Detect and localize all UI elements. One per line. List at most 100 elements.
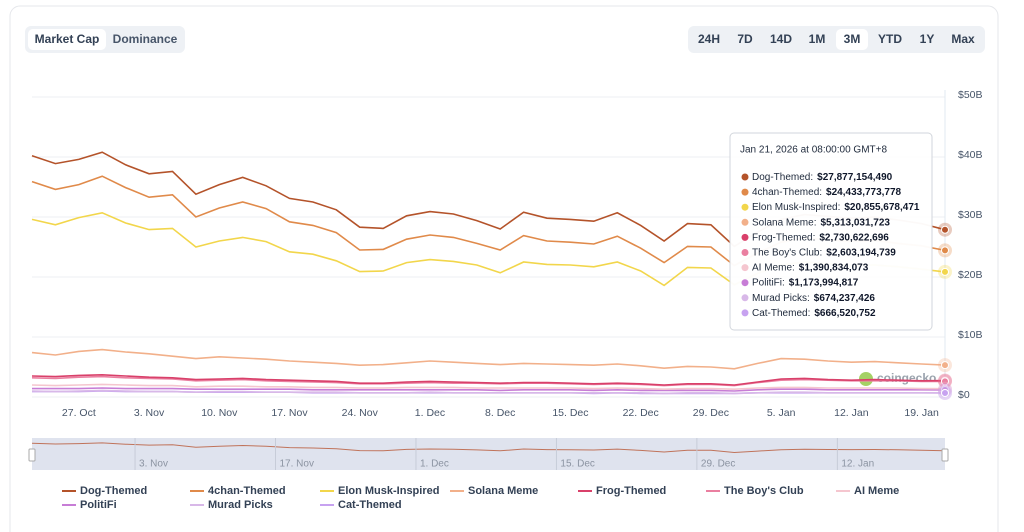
- legend-item[interactable]: AI Meme: [836, 485, 899, 497]
- tooltip-value: $24,433,773,778: [826, 187, 902, 198]
- tooltip: Jan 21, 2026 at 08:00:00 GMT+8 Dog-Themed…: [729, 132, 933, 331]
- tooltip-value: $27,877,154,490: [817, 172, 893, 183]
- tooltip-value: $1,173,994,817: [789, 277, 859, 288]
- tooltip-row: 4chan-Themed: $24,433,773,778: [752, 187, 902, 198]
- tooltip-label: Frog-Themed:: [752, 232, 815, 243]
- tooltip-label: Solana Meme:: [752, 217, 816, 228]
- legend-item[interactable]: Dog-Themed: [62, 485, 147, 497]
- tooltip-label: PolitiFi:: [752, 277, 785, 288]
- x-tick-label: 12. Jan: [834, 407, 869, 419]
- tooltip-dot: [741, 309, 749, 317]
- point-marker: [941, 246, 949, 255]
- toggle-button[interactable]: Dominance: [113, 32, 178, 46]
- tooltip-row: PolitiFi: $1,173,994,817: [752, 277, 859, 288]
- tooltip-box: [729, 132, 933, 331]
- x-tick-label: 8. Dec: [485, 407, 515, 419]
- y-tick-label: $20B: [958, 269, 983, 281]
- range-button[interactable]: 24H: [698, 32, 720, 46]
- tooltip-value: $2,730,622,696: [819, 232, 889, 243]
- tooltip-value: $674,237,426: [814, 292, 876, 303]
- legend-label: 4chan-Themed: [208, 485, 286, 497]
- legend-label: Cat-Themed: [338, 499, 402, 511]
- legend-item[interactable]: Murad Picks: [190, 499, 273, 511]
- legend-item[interactable]: The Boy's Club: [706, 485, 804, 497]
- legend-item[interactable]: PolitiFi: [62, 499, 117, 511]
- x-tick-label: 1. Dec: [415, 407, 445, 419]
- range-button[interactable]: 1Y: [920, 32, 935, 46]
- tooltip-label: Elon Musk-Inspired:: [752, 202, 840, 213]
- legend-label: PolitiFi: [80, 499, 117, 511]
- navigator-handle[interactable]: [28, 448, 36, 462]
- legend-item[interactable]: Elon Musk-Inspired: [320, 485, 439, 497]
- x-tick-label: 29. Dec: [693, 407, 729, 419]
- x-tick-label: 19. Jan: [904, 407, 939, 419]
- point-marker: [941, 225, 949, 234]
- legend-label: AI Meme: [854, 485, 899, 497]
- tooltip-label: Cat-Themed:: [752, 308, 810, 319]
- navigator-label: 15. Dec: [560, 459, 594, 470]
- navigator[interactable]: [32, 438, 945, 470]
- tooltip-dot: [741, 294, 749, 302]
- range-active: [836, 29, 868, 50]
- watermark-logo: [859, 372, 873, 386]
- tooltip-row: AI Meme: $1,390,834,073: [752, 262, 869, 273]
- tooltip-row: Frog-Themed: $2,730,622,696: [752, 232, 889, 243]
- x-tick-label: 5. Jan: [767, 407, 796, 419]
- legend-label: Murad Picks: [208, 499, 273, 511]
- point-marker: [941, 267, 949, 276]
- legend-label: Frog-Themed: [596, 485, 666, 497]
- navigator-label: 17. Nov: [280, 459, 314, 470]
- legend-item[interactable]: Cat-Themed: [320, 499, 402, 511]
- tooltip-value: $20,855,678,471: [844, 202, 920, 213]
- navigator-handle[interactable]: [941, 448, 949, 462]
- legend-label: Dog-Themed: [80, 485, 147, 497]
- series-line: [31, 373, 946, 386]
- range-button[interactable]: 1M: [809, 32, 826, 46]
- legend-label: The Boy's Club: [724, 485, 804, 497]
- range-button[interactable]: 7D: [737, 32, 753, 46]
- tooltip-row: Elon Musk-Inspired: $20,855,678,471: [752, 202, 920, 213]
- navigator-label: 12. Jan: [841, 459, 874, 470]
- navigator-label: 1. Dec: [420, 459, 449, 470]
- range-button[interactable]: 3M: [844, 32, 861, 46]
- navigator-label: 29. Dec: [701, 459, 735, 470]
- tooltip-dot: [741, 279, 749, 287]
- range-button[interactable]: YTD: [878, 32, 902, 46]
- toggle-button[interactable]: Market Cap: [35, 32, 100, 46]
- tooltip-dot: [741, 249, 749, 256]
- tooltip-row: The Boy's Club: $2,603,194,739: [752, 247, 896, 258]
- tooltip-row: Cat-Themed: $666,520,752: [752, 308, 876, 319]
- tooltip-value: $666,520,752: [814, 308, 876, 319]
- legend-item[interactable]: Frog-Themed: [578, 485, 666, 497]
- tooltip-dot: [741, 233, 749, 241]
- tooltip-dot: [741, 188, 749, 196]
- navigator-label: 3. Nov: [139, 459, 168, 470]
- tooltip-label: Dog-Themed:: [752, 172, 813, 183]
- watermark: coingecko: [877, 371, 936, 385]
- legend-label: Elon Musk-Inspired: [338, 485, 439, 497]
- tooltip-dot: [741, 264, 749, 272]
- series-line: [32, 387, 946, 392]
- tooltip-value: $2,603,194,739: [826, 247, 896, 258]
- legend-item[interactable]: 4chan-Themed: [190, 485, 286, 497]
- x-tick-label: 24. Nov: [342, 407, 379, 419]
- tooltip-label: Murad Picks:: [752, 292, 810, 303]
- x-tick-label: 10. Nov: [201, 407, 238, 419]
- legend-item[interactable]: Solana Meme: [450, 485, 538, 497]
- range-button[interactable]: Max: [951, 32, 975, 46]
- x-tick-label: 15. Dec: [552, 407, 588, 419]
- series-line: [31, 389, 946, 395]
- tooltip-row: Solana Meme: $5,313,031,723: [752, 217, 890, 228]
- toggle-active: [28, 29, 106, 50]
- tooltip-title: Jan 21, 2026 at 08:00:00 GMT+8: [740, 145, 887, 156]
- tooltip-dot: [741, 218, 749, 226]
- tooltip-dot: [741, 203, 749, 211]
- series-line: [31, 348, 946, 370]
- x-tick-label: 27. Oct: [62, 407, 96, 419]
- y-tick-label: $10B: [958, 329, 983, 341]
- range-button[interactable]: 14D: [770, 32, 792, 46]
- navigator-line: [31, 442, 946, 454]
- point-marker: [941, 389, 949, 398]
- y-tick-label: $50B: [958, 89, 983, 101]
- x-tick-label: 17. Nov: [271, 407, 308, 419]
